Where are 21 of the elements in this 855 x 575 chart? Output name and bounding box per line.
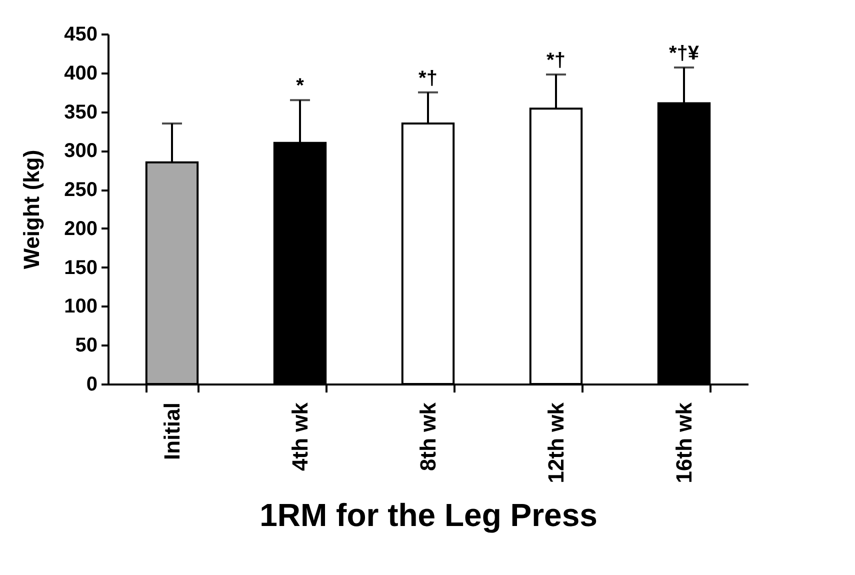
- y-tick-label: 150: [64, 256, 98, 279]
- y-tick-label: 0: [86, 374, 98, 396]
- annotation: *: [296, 75, 304, 98]
- x-tick-label: 16th wk: [672, 402, 696, 484]
- x-tick-label: Initial: [160, 402, 184, 460]
- x-tick-label: 4th wk: [288, 402, 312, 471]
- y-tick-label: 100: [64, 296, 98, 318]
- y-tick-label: 400: [64, 62, 98, 84]
- y-tick-label: 250: [64, 179, 98, 202]
- y-tick-label: 200: [64, 218, 98, 240]
- x-tick-label: 8th wk: [416, 402, 440, 471]
- annotation: *†: [546, 49, 566, 72]
- annotation: *†: [418, 67, 438, 90]
- x-tick-label: 12th wk: [544, 402, 568, 484]
- y-tick-label: 450: [64, 24, 98, 46]
- x-axis-title: 1RM for the Leg Press: [260, 497, 598, 534]
- y-axis-title: Weight (kg): [19, 150, 44, 270]
- annotation: *†¥: [668, 42, 700, 64]
- y-tick-label: 50: [75, 334, 98, 357]
- y-tick-label: 350: [64, 101, 98, 124]
- y-tick-label: 300: [64, 140, 98, 162]
